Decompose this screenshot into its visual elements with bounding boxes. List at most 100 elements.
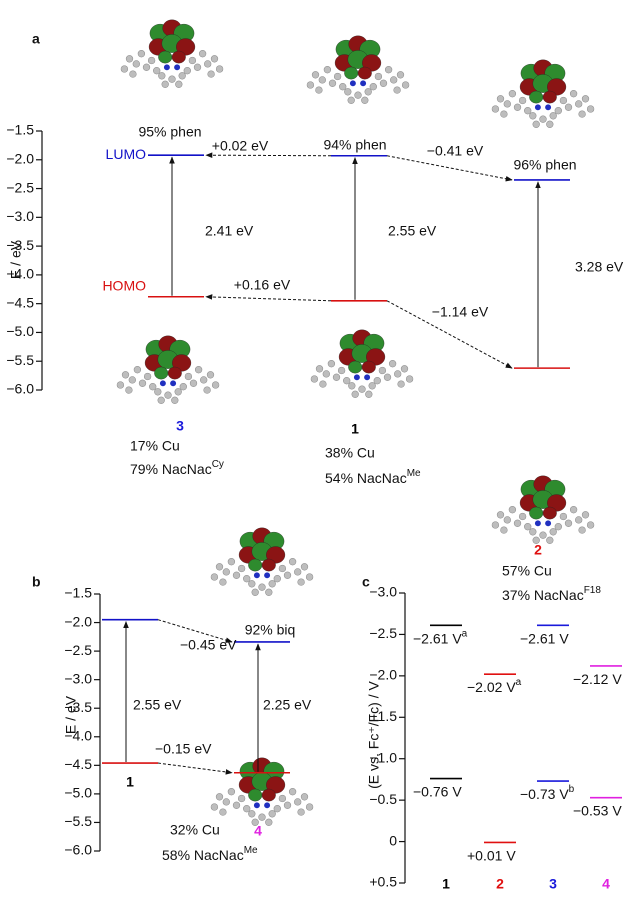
atom <box>232 571 241 579</box>
panel-label: b <box>32 574 41 590</box>
atom <box>278 794 287 803</box>
orbital-lobe <box>344 66 359 80</box>
lumo-character: 94% phen <box>323 137 386 153</box>
potential-label-main: −2.61 V <box>520 630 569 646</box>
atom <box>503 100 511 108</box>
shift-label: −0.41 eV <box>427 143 484 159</box>
atom <box>569 506 578 514</box>
y-tick-label: 0 <box>389 832 397 848</box>
gap-label: 2.41 eV <box>205 223 254 239</box>
potential-label-sup: a <box>462 628 468 639</box>
orbital-lobe <box>261 558 276 572</box>
atom <box>311 71 320 79</box>
atom <box>578 526 586 534</box>
atom <box>578 110 586 118</box>
atom <box>227 788 236 796</box>
atom <box>358 385 366 393</box>
atom <box>300 793 309 801</box>
shift-arrow <box>205 152 332 159</box>
complex-id: 4 <box>602 876 610 892</box>
atom <box>116 381 125 389</box>
atom <box>193 63 202 71</box>
y-tick-label: −2.5 <box>369 625 397 641</box>
atom <box>168 75 176 83</box>
orbital-lobe <box>248 788 263 802</box>
atom <box>373 377 381 385</box>
atom-n <box>353 374 360 381</box>
y-tick-label: −4.0 <box>64 727 92 743</box>
atom <box>343 377 351 385</box>
atom <box>305 573 314 581</box>
atom <box>210 573 219 581</box>
axis-title: E / eV <box>8 240 24 279</box>
complex-id: 1 <box>351 421 359 437</box>
potential-label-main: −0.76 V <box>413 783 462 799</box>
cu-character: 32% Cu <box>170 822 220 838</box>
atom <box>532 120 540 128</box>
complex-id: 2 <box>496 876 504 892</box>
atom <box>243 575 251 583</box>
atom <box>288 788 297 796</box>
atom <box>383 373 392 381</box>
potential-label-main: −0.73 V <box>520 786 569 802</box>
y-tick-label: −1.5 <box>369 708 397 724</box>
atom <box>513 519 522 527</box>
atom <box>374 72 383 81</box>
axis-title: E / eV <box>63 695 79 734</box>
atom <box>554 523 562 531</box>
ligand-character-sup: Me <box>407 468 421 479</box>
lumo-character: 92% biq <box>245 622 296 638</box>
orbital-lobe <box>348 360 363 374</box>
y-tick-label: −3.0 <box>6 208 34 224</box>
atom <box>379 79 388 87</box>
atom <box>347 96 355 104</box>
atom <box>503 516 511 524</box>
ligand-character-main: 79% NacNac <box>130 461 212 477</box>
atom <box>401 81 410 89</box>
atom <box>518 96 527 105</box>
cu-character: 57% Cu <box>502 563 552 579</box>
atom <box>203 386 211 394</box>
potential-label-main: +0.01 V <box>467 847 516 863</box>
atom <box>175 80 183 88</box>
atom <box>554 107 562 115</box>
atom <box>306 81 315 89</box>
atom-n <box>364 374 371 381</box>
atom <box>194 366 203 374</box>
ligand-character-sup: Me <box>244 845 258 856</box>
atom <box>581 95 590 103</box>
atom <box>142 63 151 71</box>
orbital-lobe <box>167 366 182 380</box>
atom <box>513 103 522 111</box>
y-tick-label: −4.0 <box>6 266 34 282</box>
atom <box>388 360 397 368</box>
y-tick-label: −5.0 <box>64 785 92 801</box>
atom-n <box>264 802 271 809</box>
atom <box>288 558 297 566</box>
lumo-character: 96% phen <box>513 157 576 173</box>
cu-character: 17% Cu <box>130 438 180 454</box>
atom <box>251 588 259 596</box>
atom-n <box>163 64 170 71</box>
orbital-lobe <box>261 788 276 802</box>
axis-title: (E vs. Fc⁺/Fc) / V <box>366 680 382 788</box>
potential-label: −2.61 V <box>520 630 569 646</box>
ligand-character: 37% NacNacF18 <box>502 585 601 603</box>
panel-label: a <box>32 31 40 47</box>
complex-id: 3 <box>176 418 184 434</box>
atom <box>232 801 241 809</box>
complex-id: 4 <box>254 823 262 839</box>
atom <box>297 808 305 816</box>
y-tick-label: −5.0 <box>6 323 34 339</box>
orbital-lobe <box>154 366 169 380</box>
atom <box>581 511 590 519</box>
atom <box>183 67 191 75</box>
y-tick-label: −3.5 <box>64 699 92 715</box>
ligand-character: 58% NacNacMe <box>162 845 258 863</box>
potential-label: −2.12 V <box>573 671 622 687</box>
atom <box>500 526 508 534</box>
atom <box>344 88 352 96</box>
atom-n <box>534 520 541 527</box>
atom <box>364 88 372 96</box>
